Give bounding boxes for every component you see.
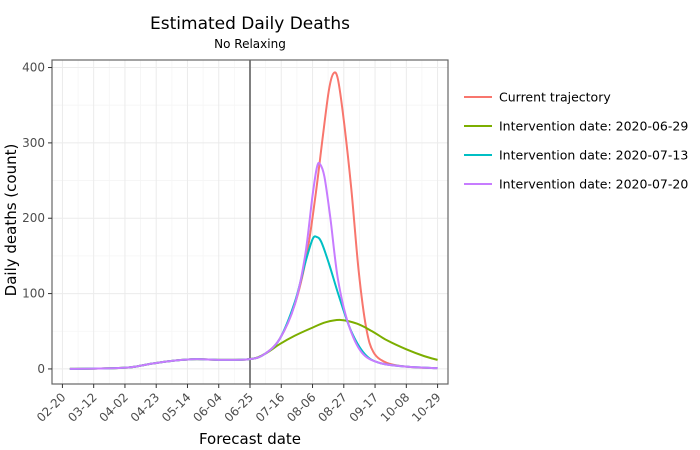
legend: Current trajectory Intervention date: 202… [464, 90, 688, 192]
y-tick-label: 100 [22, 287, 45, 301]
legend-label-3: Intervention date: 2020-07-20 [499, 177, 688, 192]
x-tick-label: 04-23 [128, 390, 163, 425]
y-tick-label: 0 [37, 362, 45, 376]
legend-label-1: Intervention date: 2020-06-29 [499, 119, 688, 134]
x-tick-label: 06-04 [190, 390, 225, 425]
x-axis-title: Forecast date [199, 430, 301, 448]
x-tick-label: 07-16 [253, 390, 288, 425]
x-tick-label: 06-25 [222, 390, 257, 425]
chart-title: Estimated Daily Deaths [150, 14, 350, 34]
x-tick-label: 08-06 [284, 390, 319, 425]
series-lines [69, 71, 438, 370]
x-tick-label: 03-12 [65, 390, 100, 425]
x-axis: 02-2003-1204-0204-2305-1406-0406-2507-16… [34, 384, 444, 425]
y-tick-label: 200 [22, 211, 45, 225]
x-tick-label: 10-08 [378, 390, 413, 425]
y-axis-title: Daily deaths (count) [2, 144, 20, 297]
legend-label-0: Current trajectory [499, 90, 611, 105]
y-axis: 0 100 200 300 400 [22, 61, 52, 376]
y-tick-label: 300 [22, 136, 45, 150]
chart-subtitle: No Relaxing [214, 37, 286, 51]
y-tick-label: 400 [22, 61, 45, 75]
x-tick-label: 09-17 [347, 390, 382, 425]
x-tick-label: 08-27 [315, 390, 350, 425]
x-tick-label: 04-02 [97, 390, 132, 425]
plot-area [51, 59, 449, 385]
x-tick-label: 10-29 [409, 390, 444, 425]
legend-label-2: Intervention date: 2020-07-13 [499, 148, 688, 163]
series-line-3 [69, 161, 438, 370]
x-tick-label: 05-14 [159, 390, 194, 425]
x-tick-label: 02-20 [34, 390, 69, 425]
